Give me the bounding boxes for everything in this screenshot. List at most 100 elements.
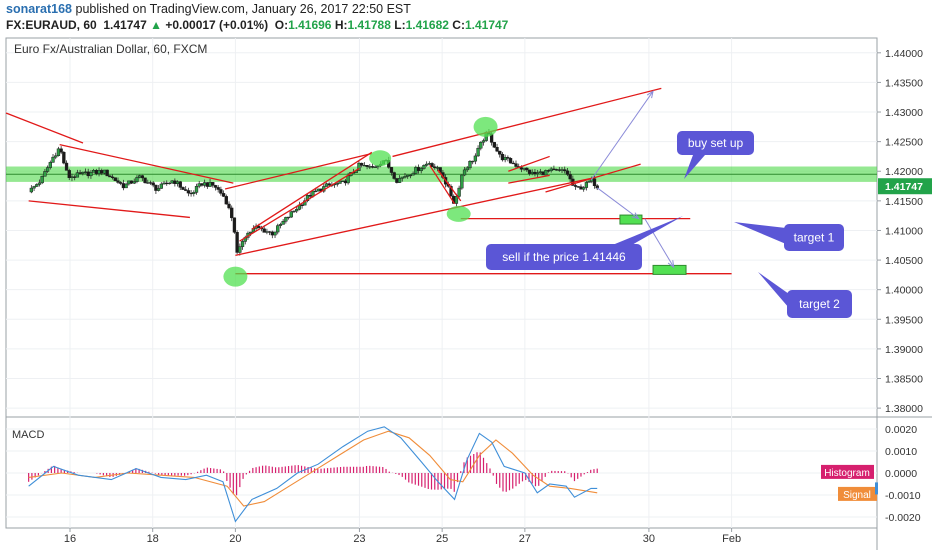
time-tick-label: 23 (353, 533, 365, 545)
chart-canvas[interactable]: buy set up sell if the price 1.41446 targe… (0, 36, 932, 550)
candle-body (178, 181, 182, 188)
candle-body (395, 178, 399, 183)
price-tick-label: 1.39500 (885, 314, 923, 326)
candle-body (156, 188, 161, 191)
candle-body (56, 148, 61, 157)
high-label: H: (334, 18, 348, 32)
candle-body (62, 151, 66, 164)
candle-body (424, 163, 429, 166)
target-1-callout-label: target 1 (794, 231, 835, 245)
candle-body (32, 186, 36, 189)
candle-body (481, 140, 486, 143)
macd-tick-label: 0.0000 (885, 468, 917, 480)
candle-body (563, 169, 567, 172)
candle-body (525, 167, 529, 171)
candle-body (530, 171, 534, 174)
up-arrow-icon: ▲ (150, 18, 162, 32)
candle-body (265, 231, 269, 233)
publish-line: sonarat168 published on TradingView.com,… (6, 2, 411, 16)
pullback-lower (437, 169, 462, 202)
low-label: L: (394, 18, 406, 32)
candle-body (324, 183, 329, 187)
candle-body (308, 194, 312, 197)
rising-support (235, 177, 592, 256)
buy-projection-arrow-head (646, 90, 654, 99)
price-tick-label: 1.41000 (885, 225, 923, 237)
candle-body (576, 186, 580, 188)
candle-body (365, 165, 369, 167)
candle-body (64, 162, 69, 171)
candle-body (284, 217, 288, 222)
candle-body (370, 166, 375, 168)
candle-body (400, 176, 404, 179)
candle-body (224, 196, 228, 205)
sell-callout: sell if the price 1.41446 (486, 216, 683, 270)
candle-body (116, 180, 120, 183)
candle-body (533, 171, 537, 175)
chart-frame (5, 37, 878, 529)
candle-body (592, 178, 597, 186)
candle-body (343, 180, 348, 184)
candle-body (538, 171, 543, 173)
candle-body (186, 190, 191, 194)
candle-body (368, 166, 372, 168)
candle-body (389, 167, 394, 173)
candle-body (416, 167, 421, 171)
time-tick-label: 27 (519, 533, 531, 545)
last-price-tag (878, 178, 932, 195)
price-tick-label: 1.41500 (885, 196, 923, 208)
candle-body (197, 183, 201, 187)
candle-body (83, 171, 88, 173)
candle-body (595, 185, 599, 189)
candle-body (202, 182, 207, 186)
candle-body (508, 158, 513, 164)
chart-title: Euro Fx/Australian Dollar, 60, FXCM (14, 42, 207, 56)
channel-lower (239, 167, 360, 242)
open-value: 1.41696 (288, 18, 332, 32)
last-price-tag-label: 1.41747 (885, 181, 923, 193)
candle-body (522, 167, 526, 170)
target-2-callout: target 2 (758, 272, 852, 318)
sell-callout-box (486, 244, 642, 270)
candle-body (70, 176, 74, 178)
macd-tag (875, 482, 878, 495)
macd-tick-label: 0.0020 (885, 424, 917, 436)
price-tick-label: 1.44000 (885, 48, 923, 60)
author-link[interactable]: sonarat168 (6, 2, 73, 16)
macd-tick-label: -0.0020 (885, 512, 921, 524)
buy-setup-callout-box (677, 131, 754, 155)
candle-body (462, 169, 467, 176)
drawings: buy set up sell if the price 1.41446 targe… (5, 87, 852, 318)
signal-tag-label: Signal (843, 490, 871, 501)
symbol-name[interactable]: FX:EURAUD, 60 (6, 18, 97, 32)
candle-body (154, 184, 158, 191)
candle-body (465, 167, 469, 171)
candle-body (584, 182, 589, 188)
candle-body (267, 231, 272, 233)
macd-tick-label: -0.0010 (885, 490, 921, 502)
candle-body (227, 203, 231, 209)
candle-body (167, 182, 172, 185)
candle-body (498, 150, 502, 155)
candle-body (278, 224, 283, 226)
candle-body (292, 210, 296, 213)
price-tick-label: 1.43000 (885, 107, 923, 119)
breakout-line (545, 163, 641, 193)
candle-body (495, 147, 499, 152)
candle-body (549, 168, 553, 172)
candle-body (541, 171, 545, 176)
candle-body (127, 180, 131, 185)
candle-body (557, 169, 561, 171)
candle-body (514, 163, 518, 167)
low-value: 1.41682 (405, 18, 449, 32)
trendline-recovery (224, 152, 373, 190)
candle-body (568, 174, 572, 180)
time-tick-label: 25 (436, 533, 448, 545)
target-2-callout-box (787, 290, 852, 318)
candle-body (205, 182, 209, 187)
target-1-box (619, 214, 643, 225)
candle-body (170, 180, 174, 184)
candle-body (565, 170, 570, 175)
candle-body (54, 155, 58, 158)
target-1-callout-box (784, 224, 844, 251)
